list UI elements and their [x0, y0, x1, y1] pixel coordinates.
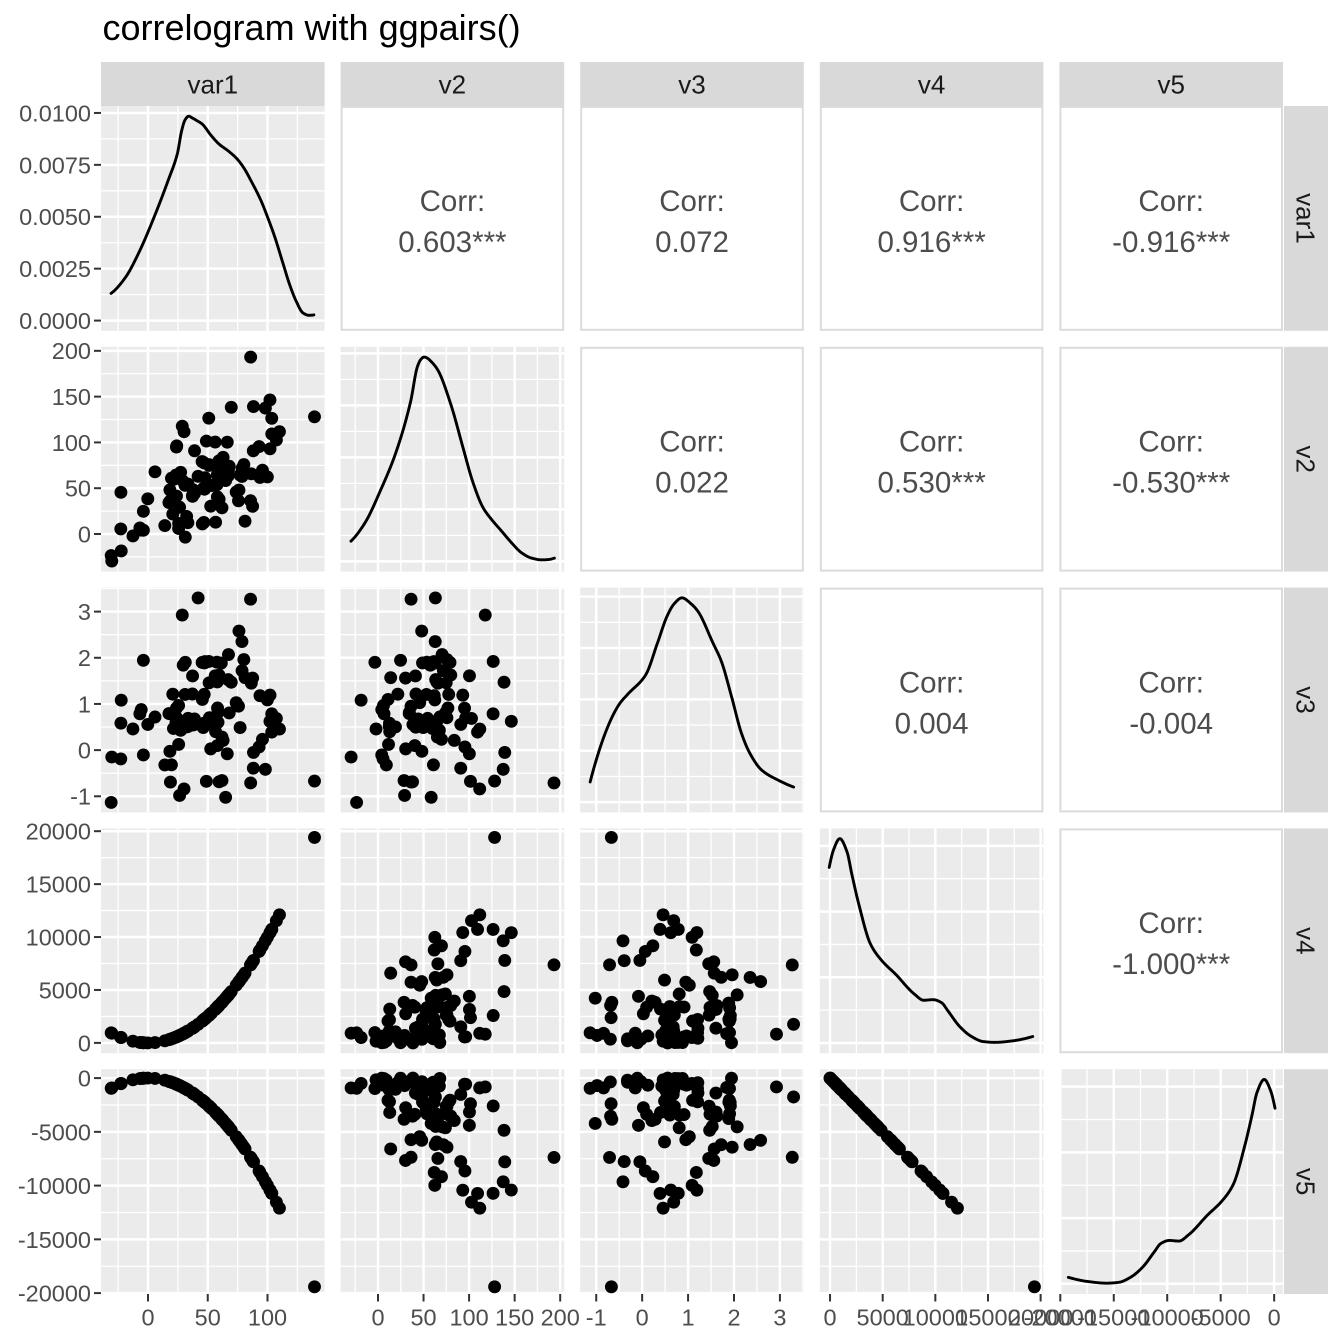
svg-text:-5000: -5000 — [31, 1119, 91, 1145]
svg-text:50: 50 — [65, 476, 91, 502]
svg-text:0: 0 — [78, 1066, 91, 1092]
svg-text:v5: v5 — [1291, 1168, 1321, 1195]
svg-text:-1.000***: -1.000*** — [1112, 948, 1231, 981]
svg-text:0: 0 — [636, 1304, 649, 1330]
svg-text:10000: 10000 — [903, 1304, 968, 1330]
svg-text:Corr:: Corr: — [899, 185, 965, 218]
svg-text:200: 200 — [52, 338, 91, 364]
svg-text:Corr:: Corr: — [659, 185, 725, 218]
svg-text:0.022: 0.022 — [655, 467, 729, 500]
svg-text:0: 0 — [1268, 1304, 1281, 1330]
svg-text:1: 1 — [682, 1304, 695, 1330]
svg-text:0.0025: 0.0025 — [19, 256, 91, 282]
svg-text:0.0075: 0.0075 — [19, 152, 91, 178]
svg-text:0.0100: 0.0100 — [19, 100, 91, 126]
svg-text:15000: 15000 — [955, 1304, 1020, 1330]
svg-text:100: 100 — [248, 1304, 287, 1330]
svg-text:20000: 20000 — [1008, 1304, 1073, 1330]
svg-text:0.0050: 0.0050 — [19, 204, 91, 230]
svg-text:3: 3 — [773, 1304, 786, 1330]
svg-text:0: 0 — [78, 521, 91, 547]
svg-text:-20000: -20000 — [18, 1281, 91, 1307]
svg-text:100: 100 — [449, 1304, 488, 1330]
svg-text:-10000: -10000 — [1131, 1304, 1204, 1330]
svg-text:Corr:: Corr: — [1138, 426, 1204, 459]
svg-text:2: 2 — [78, 645, 91, 671]
svg-text:150: 150 — [52, 384, 91, 410]
svg-text:v2: v2 — [1291, 445, 1321, 472]
svg-text:-0.530***: -0.530*** — [1112, 467, 1231, 500]
svg-text:0: 0 — [824, 1304, 837, 1330]
svg-text:0.916***: 0.916*** — [877, 226, 986, 259]
svg-text:0.530***: 0.530*** — [877, 467, 986, 500]
svg-text:correlogram with ggpairs(): correlogram with ggpairs() — [103, 7, 521, 48]
svg-text:-1: -1 — [70, 784, 91, 810]
svg-text:-0.004: -0.004 — [1129, 707, 1213, 740]
svg-text:50: 50 — [410, 1304, 436, 1330]
svg-text:v4: v4 — [1291, 927, 1321, 954]
svg-text:var1: var1 — [1291, 193, 1321, 244]
svg-text:-0.916***: -0.916*** — [1112, 226, 1231, 259]
svg-text:v5: v5 — [1157, 70, 1184, 100]
svg-text:-1: -1 — [586, 1304, 607, 1330]
svg-text:Corr:: Corr: — [1138, 666, 1204, 699]
svg-text:Corr:: Corr: — [420, 185, 486, 218]
svg-text:-10000: -10000 — [18, 1173, 91, 1199]
svg-text:-20000: -20000 — [1024, 1304, 1097, 1330]
svg-text:5000: 5000 — [39, 977, 91, 1003]
svg-text:-5000: -5000 — [1191, 1304, 1251, 1330]
svg-text:5000: 5000 — [857, 1304, 909, 1330]
svg-text:-15000: -15000 — [18, 1227, 91, 1253]
svg-text:v3: v3 — [678, 70, 705, 100]
svg-text:0.0000: 0.0000 — [19, 308, 91, 334]
svg-text:0: 0 — [371, 1304, 384, 1330]
svg-text:0: 0 — [141, 1304, 154, 1330]
svg-text:Corr:: Corr: — [1138, 907, 1204, 940]
svg-text:3: 3 — [78, 599, 91, 625]
svg-text:var1: var1 — [188, 70, 239, 100]
svg-text:-15000: -15000 — [1077, 1304, 1150, 1330]
svg-text:0.072: 0.072 — [655, 226, 729, 259]
svg-text:10000: 10000 — [26, 924, 91, 950]
svg-text:Corr:: Corr: — [899, 666, 965, 699]
svg-text:Corr:: Corr: — [659, 426, 725, 459]
svg-text:0.603***: 0.603*** — [398, 226, 507, 259]
svg-text:1: 1 — [78, 691, 91, 717]
svg-text:20000: 20000 — [26, 819, 91, 845]
svg-text:200: 200 — [541, 1304, 580, 1330]
svg-text:15000: 15000 — [26, 872, 91, 898]
svg-text:Corr:: Corr: — [899, 426, 965, 459]
svg-text:v3: v3 — [1291, 686, 1321, 713]
svg-text:50: 50 — [195, 1304, 221, 1330]
svg-text:0.004: 0.004 — [895, 707, 969, 740]
svg-text:0: 0 — [78, 1030, 91, 1056]
svg-text:100: 100 — [52, 430, 91, 456]
svg-text:v2: v2 — [439, 70, 466, 100]
svg-text:2: 2 — [727, 1304, 740, 1330]
svg-text:Corr:: Corr: — [1138, 185, 1204, 218]
svg-text:150: 150 — [495, 1304, 534, 1330]
svg-text:v4: v4 — [918, 70, 945, 100]
svg-text:0: 0 — [78, 738, 91, 764]
